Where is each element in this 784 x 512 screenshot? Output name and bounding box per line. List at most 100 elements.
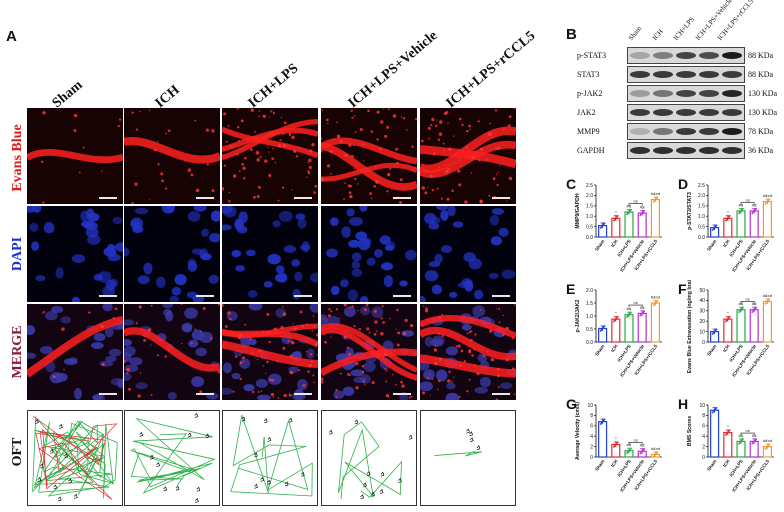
ns-bracket	[740, 202, 755, 205]
significance-mark: #&cd	[651, 191, 661, 196]
blot-strip	[627, 123, 745, 140]
chart-h: H 0 2 4 6 8 10 BMS Scores Sham * ICH #& ICH+LPS #& ICH…	[678, 395, 784, 507]
x-tick-label: Sham	[594, 344, 605, 357]
chart-g: G 0 2 4 6 8 10 Average Velocity (cm/s) Sham * ICH #…	[566, 395, 674, 507]
evans-blue-image-ich-lps-vehicle	[321, 108, 417, 204]
scale-bar	[294, 393, 312, 395]
merge-image-ich	[124, 304, 220, 400]
y-tick-label: 0.5	[586, 327, 593, 333]
blot-lane-sham: Sham	[626, 24, 644, 42]
blot-lane-ich-lps: ICH+LPS	[671, 15, 697, 43]
y-tick-label: 6	[702, 424, 705, 430]
y-tick-label: 0.0	[698, 235, 705, 241]
ns-label: ns	[745, 296, 749, 301]
x-tick-label: Sham	[706, 459, 717, 472]
column-label-sham: Sham	[49, 77, 86, 112]
blot-strip	[627, 85, 745, 102]
merge-image-sham	[27, 304, 123, 400]
y-tick-label: 0	[702, 340, 705, 346]
y-axis-label: Evans Blue Extravasation (ng/mg brain ti…	[687, 280, 693, 373]
y-tick-label: 1.5	[586, 301, 593, 307]
y-tick-label: 0	[590, 455, 593, 461]
y-tick-label: 20	[699, 319, 705, 325]
blot-size-label: 36 KDa	[748, 146, 774, 155]
y-tick-label: 0.0	[586, 340, 593, 346]
y-axis-label: p-STAT3/STAT3	[687, 192, 693, 230]
significance-mark: #&	[640, 204, 645, 209]
bar-ich-lps	[624, 314, 634, 343]
panel-b-letter: B	[566, 26, 577, 43]
x-tick-label: ICH	[610, 343, 619, 353]
x-tick-label: ICH	[722, 458, 731, 468]
y-tick-label: 1.5	[586, 204, 593, 210]
significance-mark: #&	[739, 301, 744, 306]
chart-svg: D 0.0 0.5 1.0 1.5 2.0 2.5 p-STAT3/STAT3 Sham * ICH…	[678, 176, 774, 273]
data-point	[728, 315, 731, 318]
data-point	[603, 418, 606, 421]
y-tick-label: 0.5	[698, 224, 705, 230]
bar-ich-lps-vehicle	[749, 210, 759, 238]
scale-bar	[196, 197, 214, 199]
y-tick-label: 0	[702, 455, 705, 461]
scale-bar	[99, 295, 117, 297]
ns-bracket	[740, 301, 755, 304]
blot-strip	[627, 142, 745, 159]
row-label-dapi: DAPI	[10, 236, 25, 272]
oft-track-ich	[124, 410, 220, 506]
data-point	[742, 207, 744, 210]
significance-mark: #&cd	[763, 293, 773, 298]
y-tick-label: 2.5	[698, 183, 705, 189]
scale-bar	[99, 393, 117, 395]
data-point	[630, 447, 632, 450]
data-point	[643, 448, 646, 450]
blot-protein-label: GAPDH	[577, 146, 605, 155]
significance-mark: #&	[752, 202, 757, 207]
blot-strip	[627, 47, 745, 64]
ns-label: ns	[633, 300, 637, 305]
data-point	[630, 311, 632, 314]
row-label-oft: OFT	[10, 437, 25, 467]
data-point	[630, 208, 632, 211]
significance-mark: #&cd	[651, 294, 661, 299]
bar-sham	[710, 409, 720, 458]
bar-ich-lps-rccl5	[762, 300, 772, 343]
y-tick-label: 10	[699, 329, 705, 335]
y-tick-label: 4	[702, 434, 705, 440]
data-point	[656, 299, 659, 302]
y-tick-label: 1.5	[698, 204, 705, 210]
panel-a-letter: A	[6, 28, 17, 45]
data-point	[656, 196, 659, 199]
merge-image-ich-lps	[222, 304, 318, 400]
ns-label: ns	[633, 437, 637, 442]
significance-mark: #&	[627, 442, 632, 447]
significance-mark: #&	[739, 202, 744, 207]
row-label-evans-blue: Evans Blue	[10, 124, 25, 192]
scale-bar	[196, 393, 214, 395]
oft-track-sham	[27, 410, 123, 506]
blot-size-label: 130 KDa	[748, 108, 778, 117]
chart-e: E 0.0 0.5 1.0 1.5 2.0 p-JAK2/JAK2 Sham * ICH #& ICH…	[566, 280, 674, 392]
dapi-image-ich-lps-vehicle	[321, 206, 417, 302]
data-point	[616, 215, 619, 217]
data-point	[768, 198, 771, 201]
data-point	[768, 443, 771, 446]
significance-mark: #&	[627, 203, 632, 208]
y-tick-label: 6	[590, 424, 593, 430]
panel-letter: F	[678, 281, 687, 297]
x-tick-label: ICH	[722, 238, 731, 248]
significance-mark: #&	[752, 433, 757, 438]
data-point	[755, 438, 758, 440]
chart-svg: C0.00.51.01.52.02.5MMP9/GAPDHSham*ICH#&I…	[566, 176, 662, 273]
data-point	[603, 222, 606, 225]
panel-letter: D	[678, 176, 688, 192]
blot-strip	[627, 104, 745, 121]
ns-bracket	[628, 304, 643, 308]
x-tick-label: Sham	[706, 344, 717, 357]
y-tick-label: 10	[587, 403, 593, 409]
bar-ich-lps	[624, 211, 634, 238]
oft-track-ich-lps-rccl5	[420, 410, 516, 506]
significance-mark: *	[727, 424, 729, 429]
data-point	[603, 325, 606, 328]
data-point	[755, 207, 758, 210]
